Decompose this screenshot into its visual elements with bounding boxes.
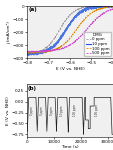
Legend: 0 ppm, 10 ppm, 100 ppm, 500 ppm: 0 ppm, 10 ppm, 100 ppm, 500 ppm: [84, 32, 110, 56]
X-axis label: Time (s): Time (s): [61, 145, 78, 149]
Text: (b): (b): [28, 85, 37, 90]
Text: 0 ppm: 0 ppm: [49, 106, 53, 115]
X-axis label: E (V vs. NHE): E (V vs. NHE): [55, 67, 84, 71]
Text: (a): (a): [28, 7, 36, 12]
Text: 0 ppm: 0 ppm: [40, 106, 44, 115]
Y-axis label: E (V vs. NHE): E (V vs. NHE): [6, 96, 10, 125]
Text: 0 ppm: 0 ppm: [30, 106, 34, 115]
Text: 100 ppm: 100 ppm: [73, 104, 77, 116]
Text: 100 ppm: 100 ppm: [94, 104, 98, 116]
Y-axis label: j (mA/cm²): j (mA/cm²): [7, 21, 11, 44]
Text: 10 ppm: 10 ppm: [60, 105, 64, 116]
